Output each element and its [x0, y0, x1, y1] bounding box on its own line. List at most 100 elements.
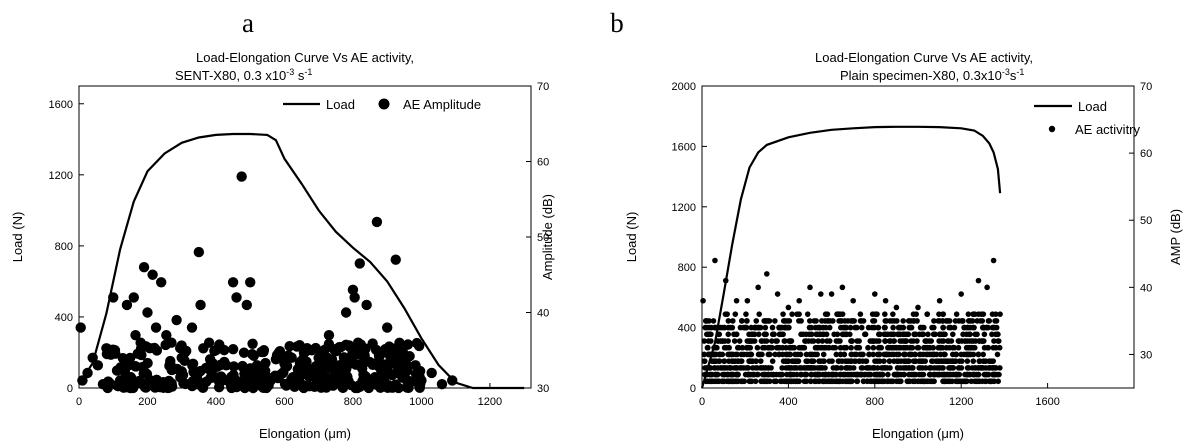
panel-b-ae-point — [857, 371, 863, 378]
panel-b-x-tick-label: 0 — [699, 396, 705, 408]
panel-b-ae-point — [995, 331, 1001, 338]
panel-b-ae-point — [719, 371, 726, 378]
panel-b-ae-point — [753, 358, 759, 364]
panel-a-y2-axis: 30 40 50 60 70 — [526, 81, 549, 395]
panel-b-ae-point — [835, 358, 842, 364]
panel-b-ae-point — [961, 324, 967, 331]
panel-b-ae-point — [776, 371, 783, 378]
panel-b-ae-point — [979, 338, 985, 344]
panel-b-ae-point — [826, 358, 833, 364]
panel-b-ae-point — [787, 365, 794, 371]
panel-b-ae-point — [736, 338, 743, 344]
panel-b-ae-point — [744, 297, 751, 304]
panel-b-y-tick-label: 1600 — [672, 141, 696, 153]
panel-b-ae-point — [945, 371, 951, 378]
panel-a-legend: Load AE Amplitude — [283, 97, 481, 112]
panel-b-ae-point — [797, 351, 804, 358]
panel-b-ae-point — [701, 338, 708, 344]
panel-b-ae-point — [906, 371, 912, 378]
panel-b-ae-point — [951, 344, 958, 351]
panel-b-ae-point — [793, 365, 800, 371]
panel-b-ae-point — [881, 378, 888, 385]
panel-b-ae-point — [720, 378, 727, 385]
panel-b-ae-point — [992, 318, 998, 324]
panel-b-ae-point — [850, 318, 856, 324]
panel-b-ae-point — [764, 271, 770, 277]
panel-b-ae-point — [854, 378, 860, 385]
panel-b-y2-tick-label: 60 — [1140, 148, 1152, 160]
panel-b-ae-point — [730, 378, 737, 385]
panel-b-ae-point — [949, 365, 956, 371]
panel-b-ae-point — [992, 311, 999, 317]
panel-b-ae-point — [844, 378, 850, 385]
panel-b-ae-point — [834, 311, 841, 317]
panel-b-ae-point — [989, 371, 996, 378]
panel-b-ae-point — [937, 344, 944, 351]
panel-b-ae-point — [843, 365, 849, 371]
panel-a-ae-point — [141, 368, 153, 380]
panel-b-ae-point — [970, 371, 977, 378]
panel-b-ae-point — [757, 324, 764, 331]
panel-b-legend-load-label: Load — [1078, 99, 1107, 114]
panel-b-ae-point — [894, 358, 900, 364]
panel-b-ae-point — [972, 365, 978, 371]
panel-b-ae-point — [786, 338, 793, 344]
panel-a-ae-point — [363, 382, 374, 394]
panel-b-ae-point — [790, 378, 797, 385]
panel-b-ae-point — [754, 344, 761, 351]
panel-a-ae-point — [226, 381, 238, 392]
panel-b-ae-point — [757, 365, 764, 371]
panel-b-ae-point — [737, 365, 743, 371]
panel-b-ae-point — [860, 318, 867, 324]
panel-a-ae-point — [381, 358, 392, 370]
panel-b-ae-point — [794, 371, 800, 378]
panel-b-ae-point — [970, 311, 976, 317]
panel-b-ae-point — [836, 318, 842, 324]
panel-b-letter: b — [610, 8, 624, 38]
panel-a-ae-point — [273, 372, 284, 383]
panel-a-ae-point — [75, 322, 86, 333]
panel-a-ae-point — [176, 340, 187, 351]
panel-a-y-tick-label: 1200 — [49, 170, 73, 182]
panel-b-ae-point — [901, 331, 907, 338]
panel-b-ae-point — [994, 351, 1001, 358]
panel-b-ae-point — [749, 371, 756, 378]
panel-b-ae-point — [940, 371, 946, 378]
panel-b-ae-point — [774, 291, 781, 297]
panel-b-ae-point — [765, 318, 772, 324]
panel-b-legend: Load AE activitry — [1034, 99, 1141, 137]
panel-b-ae-point — [720, 338, 726, 344]
panel-b-ae-point — [962, 338, 968, 344]
panel-b-ae-point — [851, 351, 858, 358]
panel-a-ae-point — [155, 277, 167, 288]
panel-b-ae-point — [808, 371, 814, 378]
panel-b-ae-point — [874, 351, 881, 358]
panel-b-ae-point — [725, 318, 732, 324]
panel-a-x-tick-label: 800 — [344, 396, 362, 408]
panel-b-ae-point — [984, 344, 991, 351]
panel-b-load-line — [700, 125, 1002, 389]
panel-a-legend-load-label: Load — [326, 97, 355, 112]
panel-b-ae-point — [820, 358, 827, 364]
panel-a-x-tick-label: 600 — [275, 396, 293, 408]
panel-b-ae-point — [789, 358, 796, 364]
panel-a-ae-point — [193, 246, 205, 258]
panel-b-ae-point — [743, 318, 750, 324]
panel-b-ae-point — [796, 318, 802, 324]
panel-b-ae-point — [863, 358, 870, 364]
panel-b-ae-point — [734, 351, 741, 358]
panel-a-ae-point — [251, 360, 263, 371]
panel-b-ae-point — [942, 351, 948, 358]
panel-a-y2-tick-label: 60 — [537, 157, 549, 169]
panel-a-ae-point — [221, 360, 232, 371]
panel-b-ae-point — [833, 351, 840, 358]
panel-b-ae-point — [939, 338, 945, 344]
panel-a-ae-point — [114, 375, 126, 386]
panel-b-ae-point — [977, 365, 983, 371]
panel-a-ae-point — [138, 378, 150, 390]
panel-b-ae-point — [876, 338, 882, 344]
panel-b-ae-point — [935, 371, 942, 378]
panel-b-ae-point — [890, 324, 896, 331]
panel-a-ae-point — [300, 380, 311, 391]
panel-a-ae-point — [228, 369, 239, 381]
